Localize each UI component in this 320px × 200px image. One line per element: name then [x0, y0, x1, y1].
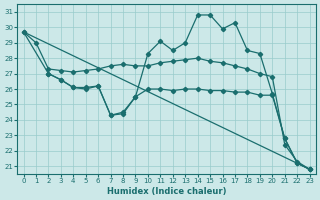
X-axis label: Humidex (Indice chaleur): Humidex (Indice chaleur)	[107, 187, 226, 196]
